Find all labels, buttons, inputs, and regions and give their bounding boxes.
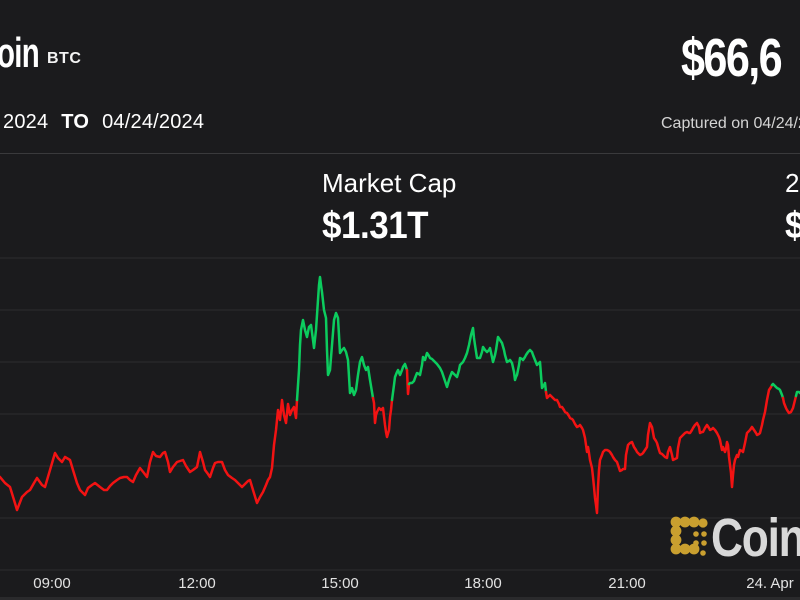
x-axis-label: 18:00 [464,575,502,592]
x-axis-label: 15:00 [321,575,359,592]
price-value: $66,6 [681,28,783,88]
x-axis-label: 12:00 [178,575,216,592]
date-to: 04/24/2024 [102,111,205,133]
price-line-segment-down [371,396,394,439]
date-range-separator: TO [61,111,90,133]
coindesk-logo-icon [670,516,708,556]
market-cap-stat: Market Cap $1.31T [322,168,457,248]
market-cap-label: Market Cap [322,168,457,198]
price-line-segment-up [295,275,375,402]
price-line-segment-up [390,362,409,402]
price-line-segment-down [544,383,774,515]
captured-on-badge: Captured on 04/24/2 [661,115,800,132]
coin-name-partial: oin [0,29,40,76]
price-line-segment-down [0,398,299,512]
price-line-segment-down [781,394,798,415]
x-axis-label: 24. Apr [746,575,794,592]
right-stat-value-partial: $ [785,205,800,248]
price-line-segment-up [407,326,548,394]
header-divider [0,153,800,154]
x-axis-label: 21:00 [608,575,646,592]
market-cap-value: $1.31T [322,204,429,247]
brand-name-partial: Coin [711,508,800,568]
x-axis: 09:00 12:00 15:00 18:00 21:00 24. Apr [0,575,800,597]
x-axis-label: 09:00 [33,575,71,592]
price-line-segment-down [405,368,411,396]
bottom-divider [0,597,800,600]
date-from-partial: 2024 [3,111,49,133]
right-stat-label-partial: 2 [785,168,800,198]
ticker-label: BTC [47,50,82,67]
date-range: 2024 TO 04/24/2024 [3,111,204,134]
right-stat-partial: 2 $ [785,168,800,248]
price-line-segment-up [794,390,800,398]
price-line-segment-up [770,382,785,400]
